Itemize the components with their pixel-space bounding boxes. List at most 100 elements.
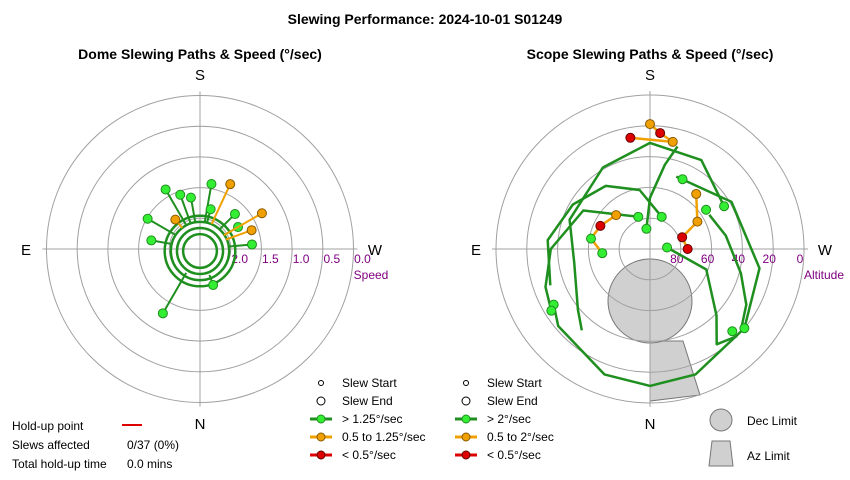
legend-medium-marker bbox=[461, 432, 471, 442]
legend-slew-end-marker bbox=[316, 396, 326, 406]
scope-south-label: S bbox=[645, 67, 655, 84]
scope-slew-point bbox=[586, 233, 597, 244]
holdup-time-value: 0.0 mins bbox=[127, 457, 172, 471]
scope-slew-path bbox=[680, 193, 699, 250]
dome-tick-label: 0.0 bbox=[354, 252, 371, 266]
dome-slew-point bbox=[160, 184, 171, 195]
scope-slew-point bbox=[645, 119, 655, 130]
legend-slow-label: < 0.5°/sec bbox=[342, 448, 396, 462]
scope-tick-label: 0 bbox=[797, 252, 804, 266]
scope-slew-point bbox=[691, 188, 702, 199]
scope-slew-point bbox=[727, 326, 738, 337]
scope-slew-point bbox=[677, 232, 688, 243]
scope-slew-point bbox=[656, 211, 667, 222]
legend-slew-end-marker bbox=[461, 396, 471, 406]
scope-north-label: N bbox=[645, 416, 656, 433]
dome-slew-path bbox=[163, 214, 237, 288]
dome-radial-axis-label: Speed bbox=[354, 268, 389, 282]
dome-chart-title: Dome Slewing Paths & Speed (°/sec) bbox=[78, 46, 322, 62]
scope-tick-labels: 80 60 40 20 0 bbox=[670, 252, 804, 266]
scope-slew-path bbox=[666, 246, 738, 346]
dome-slew-point bbox=[246, 239, 257, 250]
scope-slew-point bbox=[611, 210, 622, 221]
scope-slew-path bbox=[645, 145, 679, 229]
dome-slew-path bbox=[175, 226, 225, 276]
legend-slew-end-label: Slew End bbox=[342, 394, 393, 408]
dome-panel: Dome Slewing Paths & Speed (°/sec) S N E… bbox=[21, 46, 388, 433]
dome-slew-point bbox=[175, 189, 186, 200]
dome-slew-point bbox=[206, 178, 217, 189]
dome-marks bbox=[142, 178, 267, 319]
dome-slew-path bbox=[169, 220, 231, 282]
scope-slew-path bbox=[708, 214, 748, 327]
scope-slew-path bbox=[552, 175, 761, 388]
scope-slew-point bbox=[682, 244, 693, 254]
dome-slew-segment bbox=[223, 212, 263, 237]
dome-legend: Slew Start Slew End > 1.25°/sec 0.5 to 1… bbox=[310, 376, 426, 462]
dome-tick-labels: 2.0 1.5 1.0 0.5 0.0 bbox=[231, 252, 371, 266]
dome-slew-point bbox=[170, 214, 181, 225]
holdup-time-label: Total hold-up time bbox=[12, 457, 107, 471]
scope-marks bbox=[544, 119, 761, 388]
dome-slew-point bbox=[225, 179, 236, 190]
scope-slew-point bbox=[739, 323, 750, 334]
scope-slew-path bbox=[546, 184, 663, 286]
legend-medium-label: 0.5 to 1.25°/sec bbox=[342, 430, 426, 444]
legend-dec-limit-label: Dec Limit bbox=[747, 414, 798, 428]
dome-tick-label: 0.5 bbox=[323, 252, 340, 266]
legend-medium-marker bbox=[316, 432, 326, 442]
legend-dec-limit-marker bbox=[709, 408, 733, 432]
scope-slew-point bbox=[546, 305, 557, 316]
scope-chart-title: Scope Slewing Paths & Speed (°/sec) bbox=[527, 46, 774, 62]
legend-fast-marker bbox=[316, 414, 326, 424]
dome-rings bbox=[42, 91, 358, 407]
scope-tick-label: 40 bbox=[732, 252, 746, 266]
figure-title: Slewing Performance: 2024-10-01 S01249 bbox=[288, 11, 563, 27]
holdup-point-label: Hold-up point bbox=[12, 419, 84, 433]
legend-slow-marker bbox=[461, 450, 471, 460]
dome-slew-point bbox=[146, 235, 157, 246]
dome-slew-segment bbox=[161, 272, 188, 314]
scope-slew-point bbox=[625, 132, 636, 143]
legend-slew-start-label: Slew Start bbox=[342, 376, 397, 390]
scope-east-label: E bbox=[471, 242, 481, 259]
dome-slew-point bbox=[208, 280, 219, 291]
legend-slow-label: < 0.5°/sec bbox=[487, 448, 541, 462]
dome-slew-segment bbox=[179, 194, 192, 224]
dome-tick-label: 1.0 bbox=[293, 252, 310, 266]
scope-slew-point bbox=[677, 174, 688, 185]
dome-slew-point bbox=[246, 225, 257, 236]
dome-slew-point bbox=[205, 204, 216, 215]
dome-south-label: S bbox=[195, 67, 205, 84]
scope-west-label: W bbox=[818, 242, 833, 259]
scope-slew-point bbox=[662, 242, 673, 253]
scope-slew-point bbox=[597, 248, 608, 259]
dome-slew-point bbox=[185, 192, 196, 203]
dome-west-label: W bbox=[368, 242, 383, 259]
dome-slew-point bbox=[256, 208, 267, 219]
dome-slew-path bbox=[181, 232, 219, 270]
scope-slew-path bbox=[568, 141, 726, 331]
scope-slew-path bbox=[630, 123, 675, 144]
scope-slew-point bbox=[719, 201, 730, 212]
dome-slew-point bbox=[229, 209, 240, 220]
slews-affected-value: 0/37 (0%) bbox=[127, 438, 179, 452]
scope-slew-point bbox=[692, 216, 703, 227]
dome-slew-point bbox=[142, 213, 153, 224]
scope-slew-path bbox=[544, 209, 639, 311]
legend-slew-start-label: Slew Start bbox=[487, 376, 542, 390]
scope-tick-label: 20 bbox=[763, 252, 777, 266]
dome-slew-segment bbox=[147, 217, 177, 237]
legend-slew-start-marker bbox=[318, 380, 324, 386]
dome-slew-segment bbox=[203, 183, 213, 222]
dome-slew-segment bbox=[210, 183, 232, 225]
scope-slew-point bbox=[595, 220, 606, 231]
scope-tick-label: 60 bbox=[701, 252, 715, 266]
slews-affected-label: Slews affected bbox=[12, 438, 90, 452]
legend-fast-label: > 2°/sec bbox=[487, 412, 531, 426]
legend-slew-start-marker bbox=[463, 380, 469, 386]
legend-fast-label: > 1.25°/sec bbox=[342, 412, 403, 426]
scope-legend: Slew Start Slew End > 2°/sec 0.5 to 2°/s… bbox=[455, 376, 798, 467]
scope-rings bbox=[492, 91, 808, 407]
dome-east-label: E bbox=[21, 242, 31, 259]
